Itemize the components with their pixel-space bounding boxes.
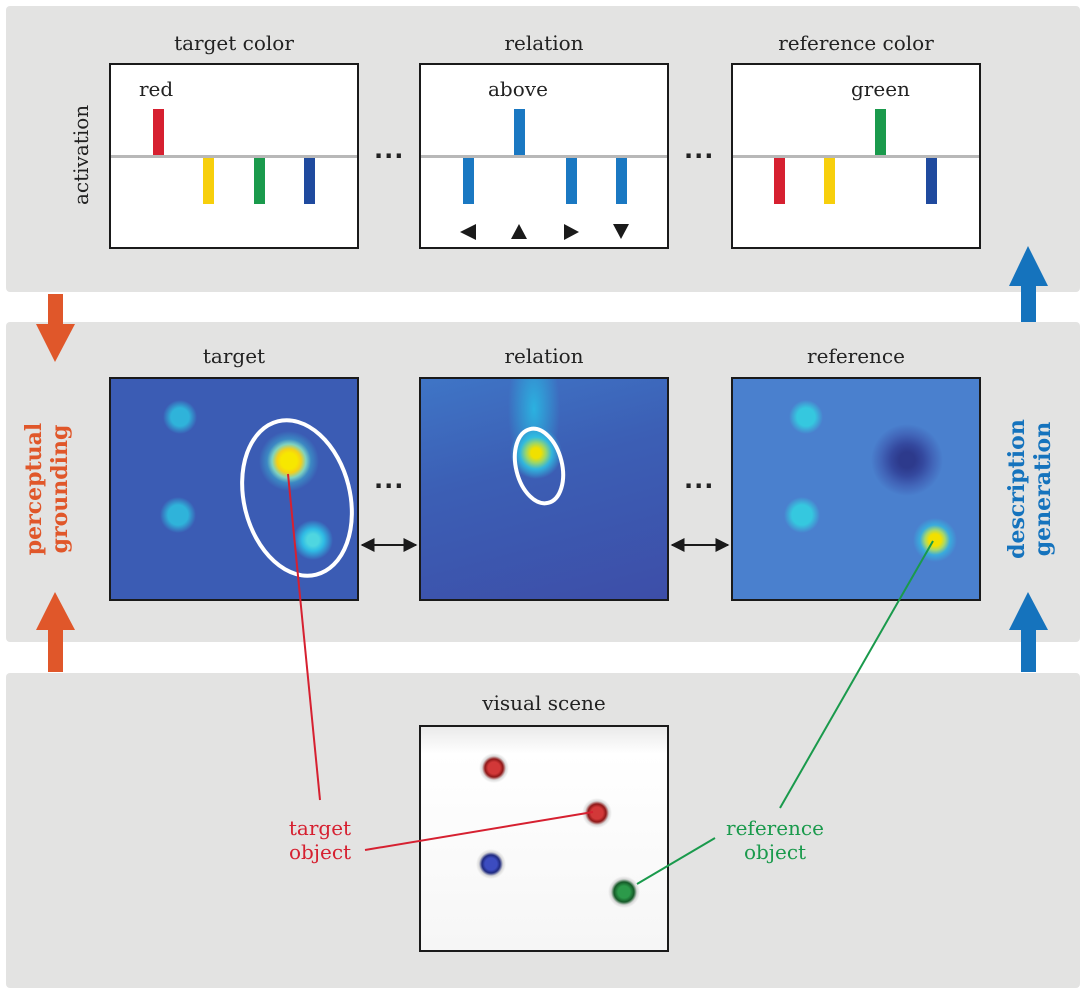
above-bar — [514, 109, 525, 155]
activation-label: activation — [69, 104, 93, 205]
reference-map-title: reference — [807, 344, 905, 368]
below-bar — [616, 158, 627, 204]
perceptual-text: perceptual — [21, 422, 47, 556]
target-map-title: target — [202, 344, 266, 368]
target-object-label: target object — [275, 816, 365, 864]
red-bar — [153, 109, 164, 155]
relation-panel: above — [419, 63, 669, 249]
object-word: object — [743, 840, 807, 864]
yellow-bar — [824, 158, 835, 204]
green-label: green — [851, 77, 910, 101]
direction-arrows — [460, 224, 629, 240]
relation-title-top: relation — [504, 31, 584, 55]
reference-object-label: reference object — [715, 816, 835, 864]
ellipsis-top-2: ... — [684, 136, 715, 164]
reference-word: reference — [726, 816, 824, 840]
relation-map-title: relation — [504, 344, 584, 368]
above-label: above — [488, 77, 548, 101]
ellipsis-mid-1: ... — [374, 466, 405, 494]
baseline — [733, 155, 979, 158]
visual-scene-title: visual scene — [482, 691, 606, 715]
baseline — [421, 155, 667, 158]
reference-field-map — [731, 377, 981, 601]
left-bar — [463, 158, 474, 204]
blue-bar — [304, 158, 315, 204]
blue-bar — [926, 158, 937, 204]
reference-color-title: reference color — [778, 31, 934, 55]
yellow-bar — [203, 158, 214, 204]
target-word: target — [288, 816, 352, 840]
grounding-text: grounding — [47, 424, 73, 554]
visual-scene-photo — [419, 725, 669, 952]
relation-field-map — [419, 377, 669, 601]
target-color-title: target color — [174, 31, 294, 55]
description-text: description — [1004, 419, 1030, 559]
red-label: red — [139, 77, 174, 101]
green-bar — [875, 109, 886, 155]
right-bar — [566, 158, 577, 204]
generation-text: generation — [1030, 421, 1056, 557]
perceptual-grounding-label: perceptual grounding — [21, 414, 73, 564]
reference-color-panel: green — [731, 63, 981, 249]
right-triangle-icon — [564, 224, 579, 240]
description-generation-label: description generation — [1004, 414, 1056, 564]
target-field-map — [109, 377, 359, 601]
green-bar — [254, 158, 265, 204]
left-triangle-icon — [460, 224, 476, 240]
baseline — [111, 155, 357, 158]
target-color-panel: red — [109, 63, 359, 249]
red-bar — [774, 158, 785, 204]
up-triangle-icon — [511, 224, 527, 239]
object-word: object — [288, 840, 352, 864]
down-triangle-icon — [613, 224, 629, 239]
ellipsis-mid-2: ... — [684, 466, 715, 494]
ellipsis-top-1: ... — [374, 136, 405, 164]
